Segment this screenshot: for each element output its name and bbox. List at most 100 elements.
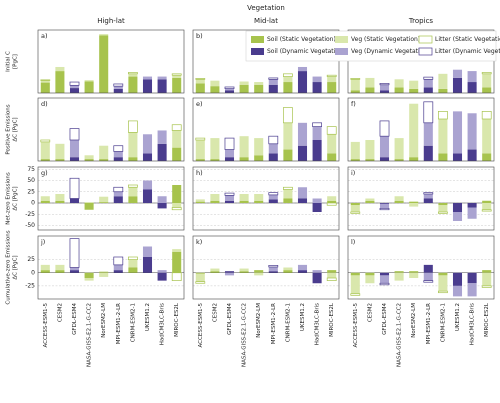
bar-segment — [268, 265, 279, 268]
bar-segment — [224, 90, 235, 93]
bar-segment — [239, 81, 249, 85]
column-header: High-lat — [97, 17, 125, 25]
bar-segment — [438, 153, 448, 161]
bar-segment — [99, 196, 109, 203]
bar-segment — [423, 101, 434, 124]
x-tick-label: NorESM2-LM — [411, 303, 417, 338]
bar-segment — [482, 87, 492, 93]
y-axis-label: ΔC [PgC] — [13, 255, 19, 279]
bar-segment — [409, 103, 419, 158]
panel-label: g) — [41, 169, 48, 177]
bar-segment — [128, 76, 138, 93]
bar-segment — [312, 140, 322, 161]
bar-segment — [350, 78, 361, 80]
bar-segment — [195, 281, 206, 284]
bar-segment — [55, 200, 65, 203]
x-tick-label: NASA-GISS-E2.1-G-CC2 — [242, 303, 248, 367]
bar-segment — [423, 87, 433, 93]
bar-segment — [55, 71, 65, 93]
bar-segment — [128, 187, 138, 197]
bar-segment — [157, 76, 167, 80]
bar-segment — [128, 184, 138, 188]
bar-segment — [224, 200, 235, 203]
bar-segment — [142, 153, 153, 161]
y-axis-label: ΔC [PgC] — [13, 117, 19, 141]
bar-segment — [409, 203, 419, 207]
bar-segment — [312, 82, 322, 93]
bar-segment — [423, 264, 433, 273]
bar-segment — [69, 267, 80, 271]
bar-segment — [467, 203, 477, 208]
bar-segment — [365, 200, 375, 203]
bar-segment — [312, 203, 322, 212]
x-tick-label: NorESM2-LM — [101, 303, 107, 338]
bar-segment — [69, 238, 80, 268]
bar-segment — [350, 79, 360, 91]
bar-segment — [327, 272, 337, 278]
bar-segment — [312, 122, 322, 127]
bar-segment — [283, 73, 293, 77]
bar-segment — [195, 272, 205, 274]
bar-segment — [326, 202, 337, 206]
bar-segment — [40, 82, 50, 93]
bar-segment — [239, 136, 249, 158]
bar-segment — [379, 203, 390, 204]
bar-segment — [172, 251, 182, 273]
bar-segment — [195, 78, 206, 80]
bar-segment — [350, 205, 360, 212]
legend-swatch — [251, 36, 264, 43]
bar-segment — [326, 126, 337, 135]
x-tick-label: CNRM-ESM2-1 — [130, 303, 136, 342]
bar-segment — [254, 194, 264, 201]
bar-segment — [239, 84, 249, 93]
panel-label: i) — [351, 169, 355, 177]
bar-segment — [409, 80, 419, 89]
bar-segment — [268, 84, 278, 93]
bar-segment — [482, 153, 492, 161]
bar-segment — [69, 198, 80, 203]
bar-segment — [172, 203, 182, 208]
bar-segment — [224, 86, 235, 89]
bar-segment — [142, 246, 153, 257]
panel-frame — [347, 29, 495, 94]
bar-segment — [171, 272, 182, 281]
bar-segment — [210, 159, 220, 161]
bar-segment — [394, 159, 404, 161]
bar-segment — [239, 271, 249, 273]
bar-segment — [254, 84, 264, 93]
bar-segment — [69, 177, 80, 199]
bar-segment — [423, 76, 434, 80]
bar-segment — [312, 76, 322, 83]
bar-segment — [326, 74, 337, 77]
bar-segment — [283, 122, 293, 150]
bar-segment — [113, 145, 124, 152]
bar-segment — [172, 147, 182, 161]
bar-segment — [350, 272, 360, 276]
x-tick-label: UKESM1.2 — [145, 303, 151, 331]
bar-segment — [467, 82, 477, 93]
bar-segment — [113, 83, 124, 87]
bar-segment — [438, 205, 448, 212]
bar-segment — [297, 270, 308, 273]
y-tick-label: -25 — [25, 282, 35, 289]
panel-frame — [347, 166, 495, 231]
bar-segment — [268, 192, 279, 196]
bar-segment — [438, 73, 448, 89]
x-tick-label: CESM2 — [57, 303, 63, 322]
bar-segment — [171, 124, 182, 131]
bar-segment — [379, 272, 390, 276]
y-tick-label: 75 — [27, 166, 35, 173]
bar-segment — [481, 209, 492, 212]
bar-segment — [195, 159, 205, 161]
bar-segment — [438, 272, 448, 276]
y-tick-label: 25 — [27, 256, 35, 263]
bar-segment — [254, 138, 264, 156]
bar-segment — [128, 72, 138, 75]
bar-segment — [157, 196, 167, 203]
bar-segment — [268, 77, 279, 80]
bar-segment — [224, 272, 235, 276]
bar-segment — [365, 159, 375, 161]
bar-segment — [452, 212, 463, 221]
bar-segment — [99, 272, 109, 277]
